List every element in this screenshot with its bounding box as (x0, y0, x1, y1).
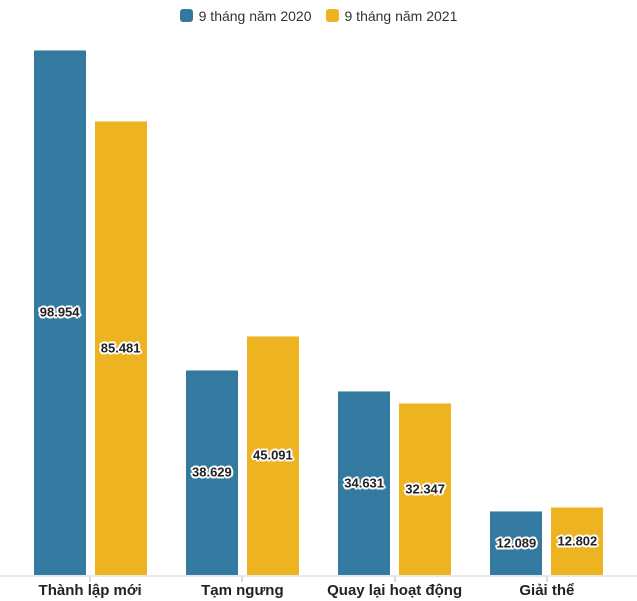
legend-label: 9 tháng năm 2021 (344, 8, 458, 24)
legend: 9 tháng năm 2020 9 tháng năm 2021 (0, 8, 637, 23)
axis-tick (89, 577, 92, 582)
legend-label: 9 tháng năm 2020 (198, 8, 312, 24)
legend-item-2020[interactable]: 9 tháng năm 2020 (179, 8, 312, 24)
bar-value-label: 45.091 (252, 447, 293, 463)
legend-item-2021[interactable]: 9 tháng năm 2021 (325, 8, 458, 24)
bar-2021[interactable]: 85.481 (94, 121, 147, 575)
axis-tick (241, 577, 244, 582)
bar-value-label: 98.954 (39, 304, 80, 320)
bar-value-label: 32.347 (405, 481, 446, 497)
bar-group: 98.954 85.481 (14, 44, 166, 575)
bar-value-label: 12.089 (496, 535, 537, 551)
x-axis-cell: Tạm ngưng (166, 577, 318, 600)
bar-group: 38.629 45.091 (166, 44, 318, 575)
bar-2020[interactable]: 98.954 (33, 49, 86, 575)
bar-2020[interactable]: 34.631 (338, 391, 391, 575)
bar-2021[interactable]: 45.091 (246, 335, 299, 575)
x-axis: Thành lập mới Tạm ngưng Quay lại hoạt động… (14, 577, 623, 600)
axis-tick (545, 577, 548, 582)
legend-color-swatch (325, 9, 339, 22)
bar-value-label: 38.629 (191, 464, 232, 480)
axis-tick (393, 577, 396, 582)
bar-value-label: 34.631 (344, 475, 385, 491)
x-axis-label: Thành lập mới (38, 582, 142, 599)
bar-group: 12.089 12.802 (471, 44, 623, 575)
bar-2021[interactable]: 12.802 (551, 507, 604, 575)
legend-color-swatch (179, 9, 193, 22)
bar-2020[interactable]: 38.629 (185, 369, 238, 575)
bar-value-label: 85.481 (100, 340, 141, 356)
x-axis-cell: Quay lại hoạt động (319, 577, 471, 600)
bar-2020[interactable]: 12.089 (490, 510, 543, 575)
x-axis-label: Giải thể (519, 582, 575, 599)
x-axis-label: Quay lại hoạt động (327, 582, 463, 599)
bar-2021[interactable]: 32.347 (399, 403, 452, 575)
x-axis-cell: Giải thể (471, 577, 623, 600)
x-axis-line (0, 575, 637, 577)
bar-group: 34.631 32.347 (319, 44, 471, 575)
x-axis-label: Tạm ngưng (201, 582, 284, 599)
bar-value-label: 12.802 (557, 533, 598, 549)
x-axis-cell: Thành lập mới (14, 577, 166, 600)
plot-area: 98.954 85.481 38.629 45.091 34.631 32.347 12.0… (14, 44, 623, 575)
